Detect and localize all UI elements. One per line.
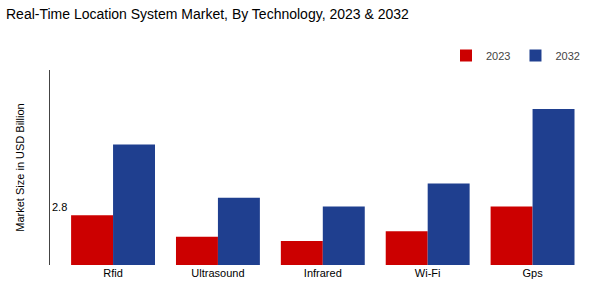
svg-text:Ultrasound: Ultrasound	[191, 267, 244, 279]
svg-text:Gps: Gps	[522, 267, 543, 279]
svg-text:Wi-Fi: Wi-Fi	[415, 267, 441, 279]
svg-text:Infrared: Infrared	[304, 267, 342, 279]
svg-text:2032: 2032	[555, 50, 579, 62]
svg-text:Market Size in USD Billion: Market Size in USD Billion	[14, 103, 26, 231]
svg-text:Rfid: Rfid	[103, 267, 123, 279]
svg-text:2023: 2023	[486, 50, 510, 62]
svg-text:2.8: 2.8	[52, 201, 67, 213]
svg-text:Real-Time Location System Mark: Real-Time Location System Market, By Tec…	[6, 6, 409, 22]
